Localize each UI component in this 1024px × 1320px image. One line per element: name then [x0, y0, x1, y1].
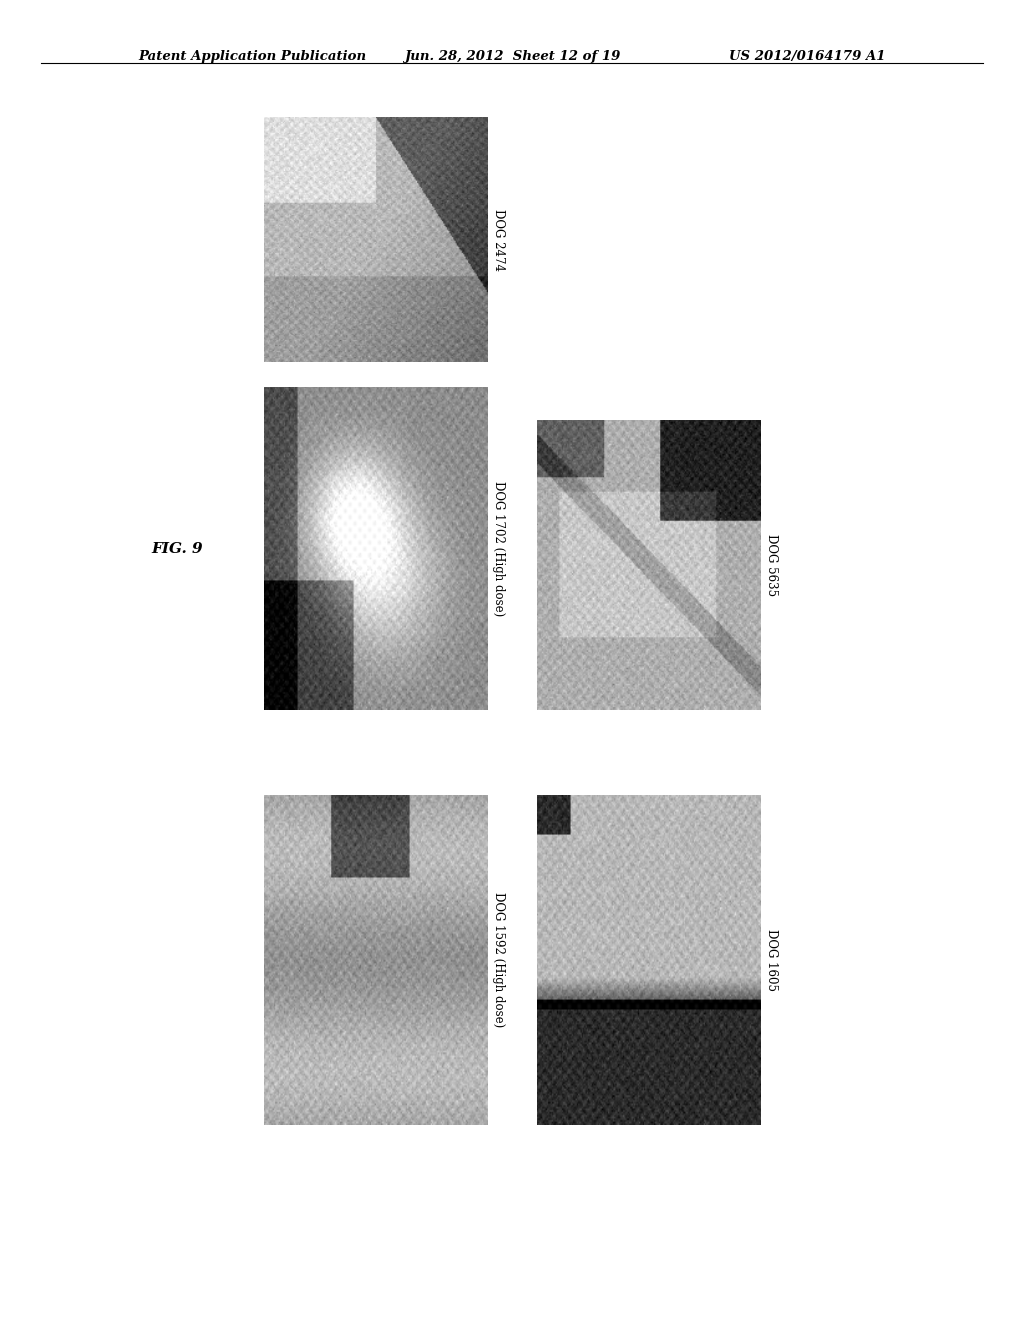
Text: DOG 1605: DOG 1605: [765, 929, 777, 990]
Text: DOG 1592 (High dose): DOG 1592 (High dose): [493, 892, 505, 1027]
Text: US 2012/0164179 A1: US 2012/0164179 A1: [729, 50, 886, 63]
Text: Patent Application Publication: Patent Application Publication: [138, 50, 367, 63]
Text: DOG 2474: DOG 2474: [493, 210, 505, 271]
Text: Jun. 28, 2012  Sheet 12 of 19: Jun. 28, 2012 Sheet 12 of 19: [403, 50, 621, 63]
Text: DOG 1702 (High dose): DOG 1702 (High dose): [493, 482, 505, 616]
Text: DOG 5635: DOG 5635: [765, 533, 777, 597]
Text: FIG. 9: FIG. 9: [152, 543, 203, 556]
